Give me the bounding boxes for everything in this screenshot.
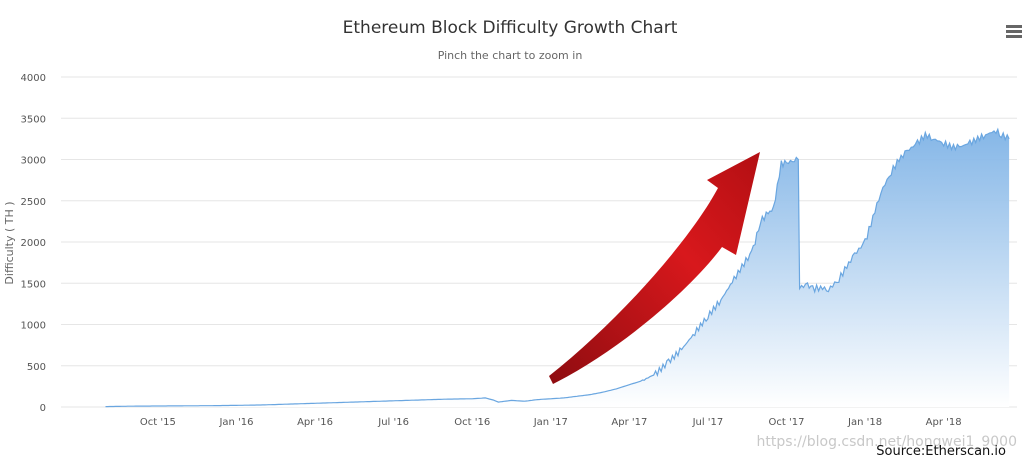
y-axis-ticks: 0 500 1000 1500 2000 2500 3000 3500 4000 — [21, 73, 46, 414]
y-tick-label: 500 — [27, 362, 46, 373]
x-tick-label: Oct '17 — [769, 417, 805, 428]
watermark: https://blog.csdn.net/hongwei1_9000 — [757, 434, 1017, 450]
y-tick-label: 3500 — [21, 114, 46, 125]
upward-trend-arrow — [549, 152, 760, 384]
y-tick-label: 1500 — [21, 279, 46, 290]
x-tick-label: Apr '18 — [926, 417, 962, 428]
difficulty-area — [105, 129, 1010, 408]
x-tick-label: Jan '18 — [847, 417, 882, 428]
chart-subtitle: Pinch the chart to zoom in — [438, 49, 583, 62]
grid — [61, 76, 1017, 408]
x-tick-label: Oct '16 — [454, 417, 490, 428]
y-tick-label: 2000 — [21, 238, 46, 249]
y-axis-label: Difficulty ( TH ) — [3, 201, 16, 284]
source-label: Source:Etherscan.io — [876, 444, 1006, 459]
y-tick-label: 2500 — [21, 197, 46, 208]
x-tick-label: Apr '16 — [297, 417, 333, 428]
x-tick-label: Jul '17 — [692, 417, 724, 428]
menu-bar-2 — [1006, 30, 1022, 33]
menu-bar-3 — [1006, 35, 1022, 38]
x-tick-label: Jul '16 — [377, 417, 409, 428]
y-tick-label: 4000 — [21, 73, 46, 84]
difficulty-line — [105, 127, 1010, 408]
menu-bar-1 — [1006, 25, 1022, 28]
x-axis-ticks: Oct '15 Jan '16 Apr '16 Jul '16 Oct '16 Jan '… — [140, 417, 962, 428]
y-tick-label: 1000 — [21, 321, 46, 332]
hamburger-menu-icon[interactable] — [1003, 22, 1026, 46]
x-tick-label: Jan '16 — [218, 417, 253, 428]
y-tick-label: 3000 — [21, 156, 46, 167]
chart-title: Ethereum Block Difficulty Growth Chart — [343, 18, 678, 38]
x-tick-label: Jan '17 — [533, 417, 568, 428]
y-tick-label: 0 — [40, 403, 46, 414]
x-tick-label: Apr '17 — [611, 417, 647, 428]
x-tick-label: Oct '15 — [140, 417, 176, 428]
